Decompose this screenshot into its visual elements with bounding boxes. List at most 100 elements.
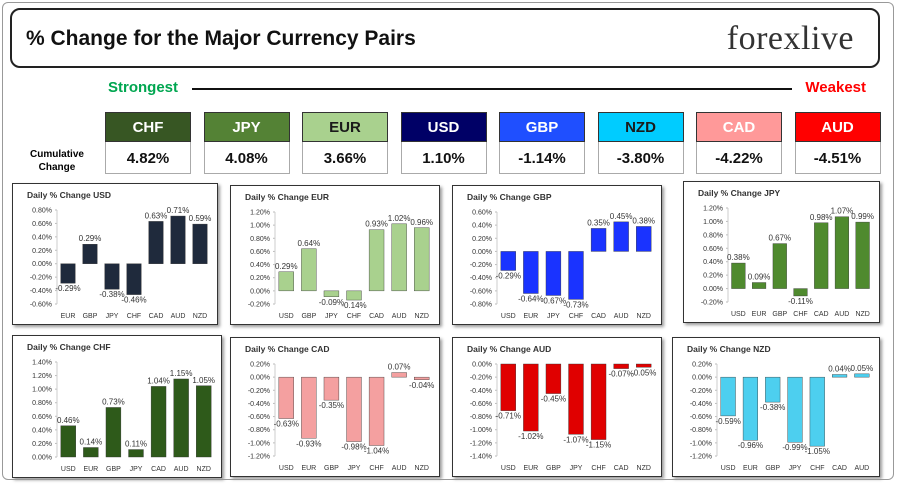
x-tick-label: GBP (324, 465, 339, 472)
value-label: -0.09% (319, 298, 344, 307)
value-label: -0.73% (563, 300, 588, 309)
bar (809, 376, 825, 447)
value-label: -1.05% (805, 447, 830, 456)
value-label: -0.99% (782, 443, 807, 452)
bar (523, 251, 539, 294)
bar (787, 376, 803, 443)
bar (613, 363, 629, 369)
value-label: -1.15% (586, 441, 611, 450)
y-tick-label: -1.20% (690, 454, 712, 461)
bar (196, 385, 212, 458)
y-tick-label: 0.00% (472, 249, 492, 256)
x-tick-label: CHF (127, 313, 141, 320)
y-tick-label: -1.40% (470, 454, 492, 461)
bar (391, 223, 407, 292)
bar (832, 374, 848, 378)
x-tick-label: NZD (637, 465, 651, 472)
x-tick-label: AUD (854, 465, 869, 472)
y-tick-label: 1.00% (703, 219, 723, 226)
currency-code: CHF (105, 112, 191, 142)
bar (854, 373, 870, 378)
value-label: -0.29% (496, 271, 521, 280)
value-label: -0.46% (121, 296, 146, 305)
bar-chart: Daily % Change CAD -1.20% -1.00% -0.80% -0.6… (230, 337, 440, 477)
x-tick-label: NZD (415, 465, 429, 472)
y-tick-label: -0.60% (470, 288, 492, 295)
bar (148, 221, 164, 264)
x-tick-label: JPY (106, 313, 119, 320)
y-tick-label: 0.60% (703, 246, 723, 253)
page-title: % Change for the Major Currency Pairs (26, 27, 416, 50)
x-tick-label: USD (731, 311, 746, 318)
x-tick-label: JPY (547, 313, 560, 320)
value-label: 0.38% (632, 216, 655, 225)
bar (742, 376, 758, 441)
bar (545, 251, 562, 296)
y-tick-label: 0.00% (250, 375, 270, 382)
currency-code: AUD (794, 112, 881, 142)
bar (346, 290, 362, 301)
currency-code: CAD (696, 112, 782, 142)
x-tick-label: USD (721, 465, 736, 472)
bar (128, 449, 144, 458)
x-tick-label: JPY (570, 465, 583, 472)
bar (814, 222, 829, 289)
value-label: 0.04% (828, 365, 851, 374)
x-tick-label: CAD (149, 313, 164, 320)
y-tick-label: -0.20% (470, 262, 492, 269)
currency-box: EUR 3.66% (302, 112, 388, 174)
x-tick-label: JPY (325, 313, 338, 320)
x-tick-label: JPY (130, 466, 143, 473)
y-tick-label: -0.20% (690, 388, 712, 395)
x-tick-label: CAD (369, 313, 384, 320)
x-tick-label: CAD (151, 466, 166, 473)
y-tick-label: -0.20% (701, 300, 723, 307)
value-label: 0.05% (851, 364, 874, 373)
value-label: 1.15% (170, 369, 193, 378)
y-tick-label: -0.20% (248, 388, 270, 395)
x-tick-label: AUD (392, 465, 407, 472)
bar-chart: Daily % Change GBP -0.80% -0.60% -0.40% -0.2… (452, 185, 662, 325)
logo: forexlive (726, 20, 854, 57)
x-tick-label: AUD (171, 313, 186, 320)
bar (126, 263, 142, 295)
y-tick-label: -1.00% (690, 440, 712, 447)
bar-chart: Daily % Change CHF 0.00% 0.20% 0.40% 0.60% 0.… (12, 335, 222, 478)
cumulative-value: 4.08% (203, 142, 290, 174)
x-tick-label: EUR (743, 465, 758, 472)
y-tick-label: -0.40% (248, 401, 270, 408)
value-label: -0.05% (631, 368, 656, 377)
x-tick-label: EUR (523, 313, 538, 320)
x-tick-label: CHF (569, 313, 583, 320)
value-label: 0.64% (298, 239, 321, 248)
x-tick-label: NZD (193, 313, 207, 320)
bar (500, 251, 516, 271)
currency-code: EUR (302, 112, 388, 142)
chart-title: Daily % Change JPY (698, 188, 781, 198)
x-tick-label: USD (279, 313, 294, 320)
currency-box: USD 1.10% (400, 112, 487, 174)
chart-title: Daily % Change CHF (27, 342, 111, 352)
bar (545, 363, 562, 394)
y-tick-label: 1.00% (250, 223, 270, 230)
y-tick-label: -0.40% (470, 388, 492, 395)
bar (720, 376, 736, 417)
value-label: 0.63% (145, 211, 168, 220)
value-label: -0.38% (760, 403, 785, 412)
bar (173, 378, 189, 458)
y-tick-label: 0.40% (250, 262, 270, 269)
value-label: 0.29% (275, 262, 298, 271)
value-label: 1.05% (192, 376, 215, 385)
bar (414, 376, 430, 380)
currency-box: AUD -4.51% (794, 112, 881, 174)
x-tick-label: EUR (752, 311, 767, 318)
value-label: -0.59% (715, 417, 740, 426)
value-label: 1.04% (147, 376, 170, 385)
y-tick-label: 0.40% (32, 234, 52, 241)
weakest-label: Weakest (805, 79, 866, 96)
x-tick-label: NZD (855, 311, 869, 318)
x-tick-label: CAD (814, 311, 829, 318)
y-tick-label: 0.60% (32, 221, 52, 228)
y-tick-label: -1.00% (470, 427, 492, 434)
strongest-label: Strongest (108, 79, 179, 96)
